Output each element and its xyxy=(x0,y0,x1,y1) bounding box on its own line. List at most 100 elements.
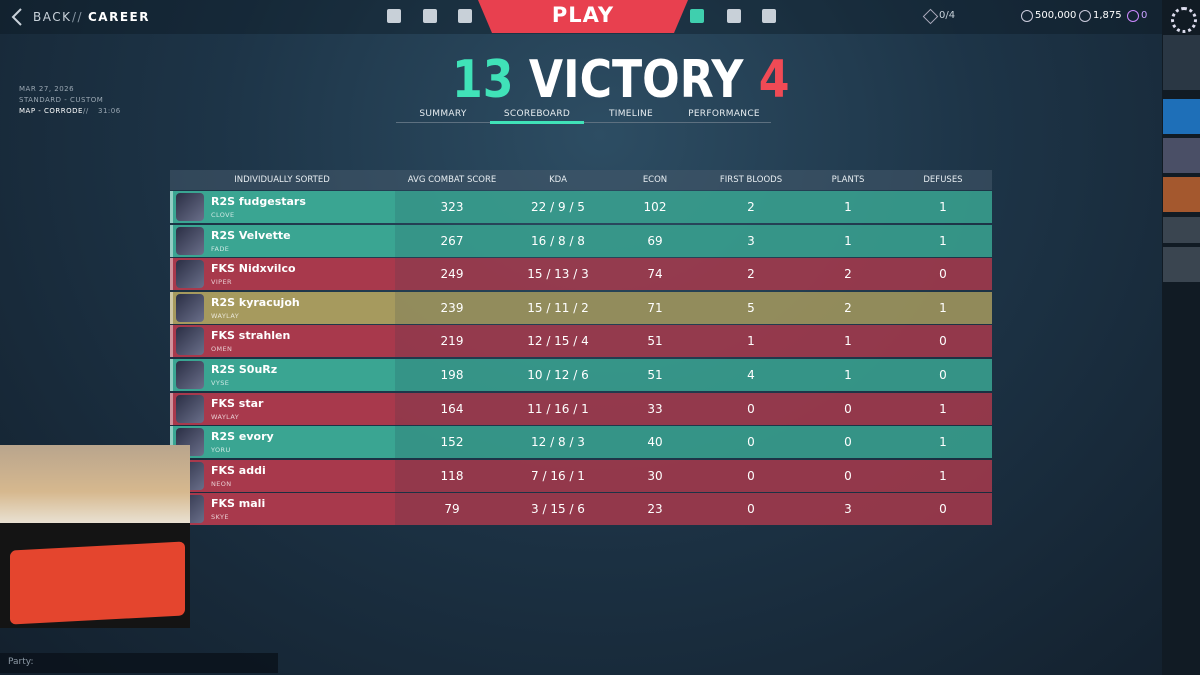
scoreboard-row: R2S S0uRz VYSE 198 10 / 12 / 6 51 4 1 0 xyxy=(170,359,992,391)
agent-name: OMEN xyxy=(211,345,233,354)
stat-first-bloods: 0 xyxy=(747,401,755,416)
agents-icon[interactable] xyxy=(423,9,437,23)
stat-first-bloods: 1 xyxy=(747,334,755,349)
career-icon[interactable] xyxy=(458,9,472,23)
player-panel xyxy=(170,493,395,526)
table-header xyxy=(170,170,992,190)
row-accent xyxy=(170,224,173,257)
play-button-bg[interactable] xyxy=(478,0,688,33)
stat-defuses: 1 xyxy=(939,468,947,483)
agent-name: WAYLAY xyxy=(211,412,240,421)
player-panel xyxy=(170,359,395,391)
agent-name: WAYLAY xyxy=(211,311,240,320)
stat-plants: 1 xyxy=(844,368,852,382)
agent-portrait xyxy=(176,327,204,356)
player-panel xyxy=(170,224,395,257)
row-accent xyxy=(170,325,173,358)
player-panel xyxy=(170,426,395,459)
stat-kda: 12 / 8 / 3 xyxy=(531,435,585,450)
stat-acs: 152 xyxy=(440,435,464,450)
stat-defuses: 0 xyxy=(939,334,947,349)
stat-first-bloods: 4 xyxy=(747,368,755,382)
agent-portrait xyxy=(176,394,204,423)
store-icon[interactable] xyxy=(762,9,776,23)
player-name: R2S kyracujoh xyxy=(211,295,300,309)
stat-defuses: 1 xyxy=(939,233,947,248)
friends-button[interactable] xyxy=(1163,35,1200,90)
party-chat[interactable] xyxy=(0,653,278,673)
stat-plants: 1 xyxy=(844,233,852,248)
stat-kda: 15 / 13 / 3 xyxy=(527,267,589,282)
tab[interactable]: SUMMARY xyxy=(419,109,467,119)
stat-defuses: 1 xyxy=(939,435,947,450)
stat-acs: 79 xyxy=(444,502,460,517)
back-arrow[interactable] xyxy=(10,7,24,27)
result-banner: 13 VICTORY 4 xyxy=(452,50,790,110)
stat-econ: 30 xyxy=(647,468,663,483)
settings-icon[interactable] xyxy=(1171,7,1197,33)
stat-acs: 323 xyxy=(440,200,464,214)
scoreboard-row: FKS Nidxvilco VIPER 249 15 / 13 / 3 74 2 2 0 xyxy=(170,258,992,291)
stat-plants: 2 xyxy=(844,300,852,315)
row-accent xyxy=(170,392,173,425)
row-accent xyxy=(170,258,173,291)
stat-acs: 118 xyxy=(440,468,464,483)
stat-plants: 0 xyxy=(844,435,852,450)
stat-defuses: 0 xyxy=(939,502,947,517)
party-avatar[interactable] xyxy=(1163,138,1200,173)
stat-first-bloods: 5 xyxy=(747,300,755,315)
stat-defuses: 0 xyxy=(939,267,947,282)
column-header: ECON xyxy=(642,175,668,185)
player-name: FKS star xyxy=(211,396,264,410)
invite-button[interactable] xyxy=(1163,217,1200,243)
stat-kda: 22 / 9 / 5 xyxy=(531,200,585,214)
player-name: R2S Velvette xyxy=(211,228,291,242)
battlepass-icon[interactable] xyxy=(690,9,704,23)
player-name: R2S evory xyxy=(211,430,274,444)
back-link[interactable]: BACK xyxy=(33,10,72,24)
column-header: FIRST BLOODS xyxy=(719,175,783,185)
agent-name: YORU xyxy=(211,446,231,455)
stat-plants: 0 xyxy=(844,401,852,416)
player-panel xyxy=(170,392,395,425)
stat-econ: 74 xyxy=(647,267,663,282)
party-avatar[interactable] xyxy=(1163,99,1200,134)
stat-kda: 3 / 15 / 6 xyxy=(531,502,585,517)
agent-name: SKYE xyxy=(211,513,229,522)
tab[interactable]: TIMELINE xyxy=(608,109,654,119)
stat-kda: 7 / 16 / 1 xyxy=(531,468,585,483)
stat-first-bloods: 0 xyxy=(747,468,755,483)
stat-econ: 71 xyxy=(647,300,663,315)
row-accent xyxy=(170,291,173,324)
agent-name: NEON xyxy=(211,479,232,488)
ranked-progress: 0/4 xyxy=(939,10,956,21)
tab[interactable]: PERFORMANCE xyxy=(688,109,760,119)
stat-first-bloods: 3 xyxy=(747,233,755,248)
player-name: FKS strahlen xyxy=(211,329,291,343)
breadcrumb-section: CAREER xyxy=(88,10,150,24)
tab[interactable]: SCOREBOARD xyxy=(503,109,571,119)
player-name: FKS addi xyxy=(211,463,266,477)
agent-portrait xyxy=(176,260,204,289)
stat-acs: 239 xyxy=(440,300,464,315)
party-avatar[interactable] xyxy=(1163,177,1200,212)
radianite-icon xyxy=(1079,10,1091,22)
collection-icon[interactable] xyxy=(727,9,741,23)
stat-first-bloods: 0 xyxy=(747,435,755,450)
match-duration: 31:06 xyxy=(98,107,121,115)
breadcrumb-separator: // xyxy=(72,10,84,24)
scoreboard-row: R2S Velvette FADE 267 16 / 8 / 8 69 3 1 1 xyxy=(170,224,992,257)
valorant-button[interactable] xyxy=(1163,247,1200,282)
play-button[interactable]: PLAY xyxy=(551,3,615,27)
scoreboard-row: FKS addi NEON 118 7 / 16 / 1 30 0 0 1 xyxy=(170,459,992,492)
stat-first-bloods: 0 xyxy=(747,502,755,517)
stat-kda: 10 / 12 / 6 xyxy=(527,368,589,382)
agent-name: VIPER xyxy=(211,278,232,287)
stat-first-bloods: 2 xyxy=(747,200,755,214)
team-score: 13 xyxy=(452,50,514,110)
stat-plants: 0 xyxy=(844,468,852,483)
match-date: MAR 27, 2026 xyxy=(19,85,75,93)
home-icon[interactable] xyxy=(387,9,401,23)
player-panel xyxy=(170,459,395,492)
